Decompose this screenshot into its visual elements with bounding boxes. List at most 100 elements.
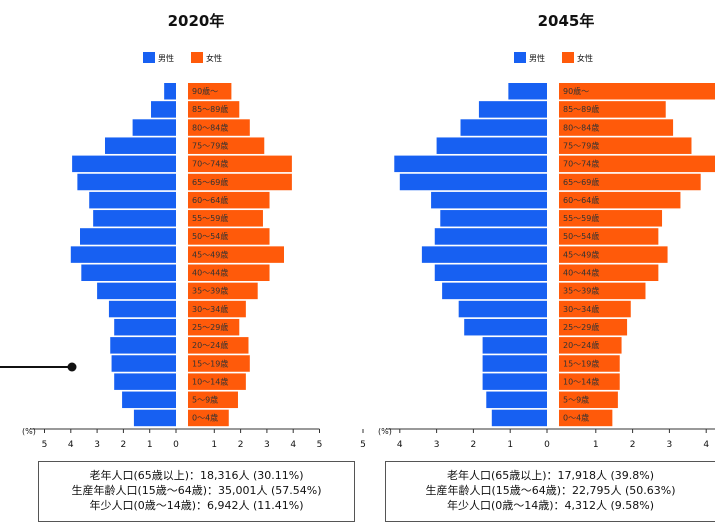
summary-line-working: 生産年齢人口(15歳〜64歳)：35,001人 (57.54%) bbox=[71, 484, 322, 497]
x-tick-label: 3 bbox=[667, 440, 673, 450]
bar-female bbox=[188, 300, 246, 318]
age-label: 70〜74歳 bbox=[563, 159, 599, 169]
x-tick-label: 5 bbox=[317, 440, 323, 450]
summary-line-elderly: 老年人口(65歳以上)：17,918人 (39.8%) bbox=[446, 469, 655, 482]
bar-female bbox=[188, 282, 258, 300]
x-tick-label: 4 bbox=[68, 440, 74, 450]
age-label: 5〜9歳 bbox=[563, 395, 589, 405]
bar-female bbox=[559, 282, 646, 300]
bar-female bbox=[559, 246, 668, 263]
legend-swatch-male bbox=[514, 52, 526, 63]
legend-label-male: 男性 bbox=[529, 53, 545, 63]
bar-male bbox=[508, 83, 547, 100]
bar-female bbox=[559, 101, 666, 118]
x-tick-label: 2 bbox=[630, 440, 636, 450]
x-tick-label: 1 bbox=[507, 440, 513, 450]
age-label: 55〜59歳 bbox=[192, 213, 228, 223]
bar-female bbox=[188, 137, 265, 154]
bar-female bbox=[188, 119, 250, 136]
age-label: 0〜4歳 bbox=[192, 413, 218, 423]
bar-female bbox=[188, 318, 240, 336]
bar-female bbox=[559, 391, 618, 409]
x-tick-label: 4 bbox=[397, 440, 403, 450]
summary-box-2045: 老年人口(65歳以上)：17,918人 (39.8%) 生産年齢人口(15歳〜6… bbox=[385, 461, 715, 522]
bar-male bbox=[491, 409, 547, 427]
bar-male bbox=[81, 264, 176, 281]
age-label: 20〜24歳 bbox=[563, 340, 599, 350]
bar-male bbox=[482, 355, 547, 372]
bar-male bbox=[482, 373, 547, 390]
bar-female bbox=[188, 191, 270, 209]
bar-male bbox=[431, 191, 547, 209]
bar-female bbox=[188, 228, 270, 245]
bar-male bbox=[97, 282, 176, 300]
bar-male bbox=[70, 246, 176, 263]
x-tick-label: 3 bbox=[264, 440, 270, 450]
bar-female bbox=[559, 373, 620, 390]
x-tick-label: 2 bbox=[121, 440, 127, 450]
bar-male bbox=[111, 355, 176, 372]
bar-male bbox=[151, 101, 176, 118]
age-label: 80〜84歳 bbox=[563, 122, 599, 132]
age-label: 30〜34歳 bbox=[192, 304, 228, 314]
x-tick-label: 4 bbox=[290, 440, 296, 450]
chart-title: 2020年 bbox=[168, 12, 225, 30]
bar-male bbox=[132, 119, 176, 136]
age-label: 25〜29歳 bbox=[192, 322, 228, 332]
age-label: 55〜59歳 bbox=[563, 213, 599, 223]
age-label: 0〜4歳 bbox=[563, 413, 589, 423]
bar-female bbox=[188, 155, 292, 173]
bar-male bbox=[436, 137, 547, 154]
bar-female bbox=[188, 83, 232, 100]
bar-male bbox=[486, 391, 547, 409]
age-label: 90歳〜 bbox=[192, 86, 218, 96]
bar-female bbox=[559, 409, 613, 427]
age-label: 70〜74歳 bbox=[192, 159, 228, 169]
bar-female bbox=[559, 173, 701, 191]
bar-male bbox=[104, 137, 176, 154]
age-label: 45〜49歳 bbox=[563, 249, 599, 259]
summary-line-working: 生産年齢人口(15歳〜64歳)：22,795人 (50.63%) bbox=[425, 484, 676, 497]
bar-female bbox=[559, 210, 663, 227]
bar-female bbox=[559, 337, 622, 354]
age-label: 85〜89歳 bbox=[192, 104, 228, 114]
age-label: 25〜29歳 bbox=[563, 322, 599, 332]
chart-title: 2045年 bbox=[538, 12, 595, 30]
bar-male bbox=[108, 300, 176, 318]
bar-male bbox=[399, 173, 547, 191]
legend-label-female: 女性 bbox=[577, 53, 593, 63]
legend-label-female: 女性 bbox=[206, 53, 222, 63]
age-label: 75〜79歳 bbox=[192, 140, 228, 150]
x-tick-label: 1 bbox=[147, 440, 153, 450]
bar-female bbox=[559, 155, 715, 173]
age-label: 40〜44歳 bbox=[563, 268, 599, 278]
bar-female bbox=[188, 210, 263, 227]
bar-male bbox=[80, 228, 176, 245]
x-tick-label: 5 bbox=[360, 440, 366, 450]
x-tick-label: 1 bbox=[593, 440, 599, 450]
bar-female bbox=[559, 191, 681, 209]
x-tick-label: 2 bbox=[471, 440, 477, 450]
bar-female bbox=[559, 264, 659, 281]
x-tick-label: 5 bbox=[42, 440, 48, 450]
bar-female bbox=[188, 409, 229, 427]
bar-male bbox=[110, 337, 176, 354]
age-label: 85〜89歳 bbox=[563, 104, 599, 114]
bar-female bbox=[559, 83, 715, 100]
bar-female bbox=[559, 300, 631, 318]
age-label: 15〜19歳 bbox=[563, 358, 599, 368]
bar-female bbox=[188, 101, 240, 118]
age-label: 15〜19歳 bbox=[192, 358, 228, 368]
x-tick-label: 1 bbox=[211, 440, 217, 450]
age-label: 80〜84歳 bbox=[192, 122, 228, 132]
bar-female bbox=[188, 337, 249, 354]
bar-male bbox=[93, 210, 176, 227]
summary-box-2020: 老年人口(65歳以上)：18,316人 (30.11%) 生産年齢人口(15歳〜… bbox=[38, 461, 355, 522]
age-label: 90歳〜 bbox=[563, 86, 589, 96]
bar-male bbox=[72, 155, 176, 173]
bar-female bbox=[188, 264, 270, 281]
age-label: 5〜9歳 bbox=[192, 395, 218, 405]
age-label: 10〜14歳 bbox=[563, 376, 599, 386]
